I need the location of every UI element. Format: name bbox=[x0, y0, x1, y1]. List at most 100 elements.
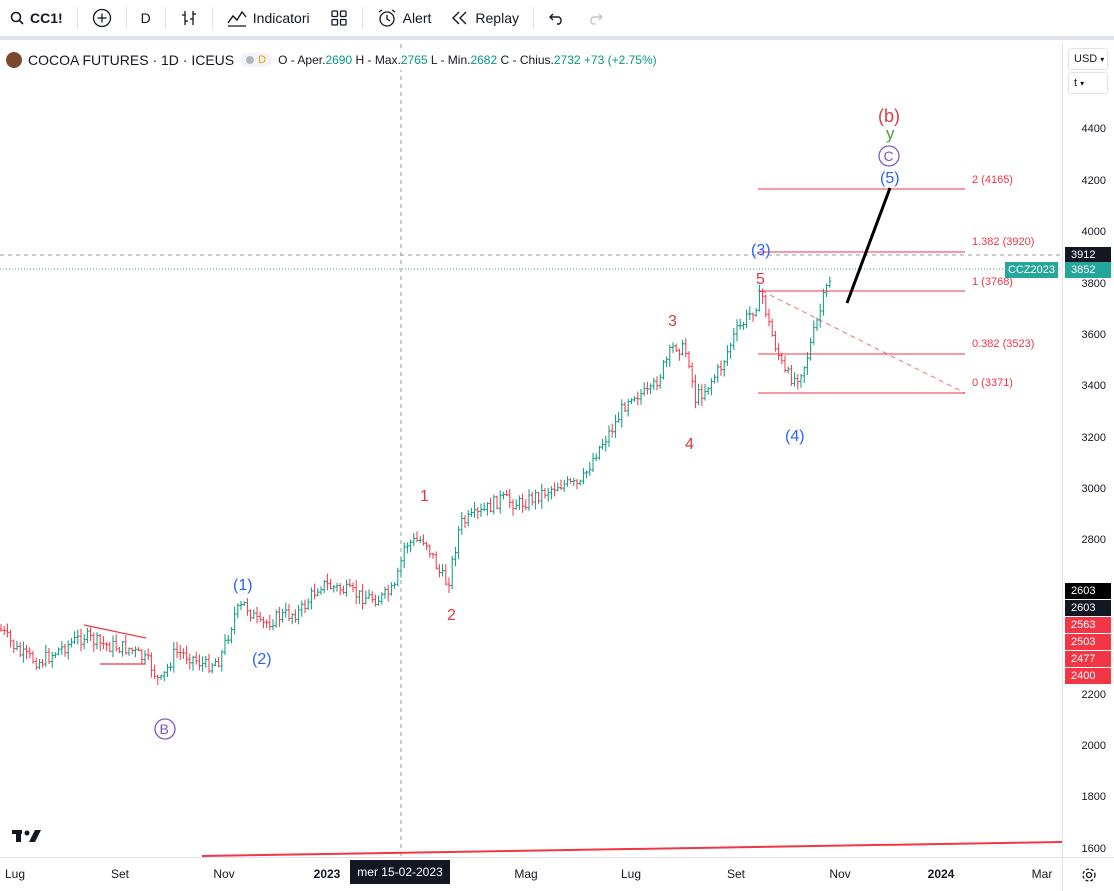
ohlc-bar bbox=[386, 584, 390, 602]
ohlc-bar bbox=[825, 283, 829, 298]
time-axis[interactable]: Lug Set Nov 2023 Mag Lug Set Nov 2024 Mar mer 15-… bbox=[0, 857, 1062, 891]
price-tag: 2400 bbox=[1065, 668, 1111, 684]
fib-extension: 2 (4165) 1.382 (3920) 1 (3768) 0.382 (35… bbox=[758, 174, 1034, 394]
ohlc-bar bbox=[252, 609, 256, 620]
ohlc-bar bbox=[476, 507, 480, 520]
ohlc-bar bbox=[773, 330, 777, 352]
redo-button[interactable] bbox=[576, 0, 614, 36]
ohlc-bar bbox=[591, 452, 595, 472]
ohlc-readout: O - Aper.2690 H - Max.2765 L - Min.2682 … bbox=[278, 53, 657, 67]
ohlc-bar bbox=[463, 515, 467, 529]
ohlc-bar bbox=[178, 644, 182, 661]
ohlc-bar bbox=[300, 600, 304, 617]
ohlc-bar bbox=[818, 303, 822, 328]
ohlc-bar bbox=[57, 647, 61, 656]
price-tick-label: 4000 bbox=[1081, 226, 1106, 238]
ohlc-bar bbox=[303, 599, 307, 614]
ohlc-bar bbox=[108, 641, 112, 653]
ohlc-bar bbox=[444, 564, 448, 586]
ohlc-bar bbox=[258, 611, 262, 623]
ohlc-bar bbox=[322, 580, 326, 594]
ohlc-bar bbox=[524, 499, 528, 511]
time-tick-label: Mag bbox=[514, 867, 538, 881]
ohlc-bar bbox=[607, 425, 611, 447]
ohlc-bar bbox=[498, 490, 502, 514]
ohlc-bar bbox=[412, 533, 416, 547]
wave-label-1-paren: (1) bbox=[233, 577, 253, 594]
interval-button[interactable]: D bbox=[131, 0, 161, 36]
status-dot-icon bbox=[246, 56, 255, 64]
ohlc-bar bbox=[188, 653, 192, 670]
ohlc-bar bbox=[12, 639, 16, 653]
ohlc-bar bbox=[73, 631, 77, 645]
ohlc-bar bbox=[517, 495, 521, 510]
chart-pane[interactable]: 2 (4165) 1.382 (3920) 1 (3768) 0.382 (35… bbox=[0, 44, 1062, 857]
ohlc-bar bbox=[156, 674, 160, 685]
chart-type-button[interactable] bbox=[170, 0, 208, 36]
indicators-button[interactable]: Indicatori bbox=[217, 0, 320, 36]
symbol-search-button[interactable]: CC1! bbox=[0, 0, 73, 36]
scale-mode-label: t bbox=[1074, 77, 1078, 89]
ohlc-bar bbox=[780, 352, 784, 365]
ohlc-bar bbox=[668, 344, 672, 367]
ohlc-bar bbox=[722, 359, 726, 377]
data-status-badge[interactable]: D bbox=[240, 53, 273, 67]
replay-button[interactable]: Replay bbox=[441, 0, 529, 36]
chevron-down-icon: ▾ bbox=[1100, 55, 1105, 64]
ohlc-bar bbox=[405, 542, 409, 554]
ohlc-bar bbox=[508, 489, 512, 509]
currency-selector[interactable]: USD ▾ bbox=[1068, 48, 1108, 70]
ohlc-bar bbox=[693, 374, 697, 409]
ohlc-bar bbox=[706, 387, 710, 395]
long-term-trendline bbox=[201, 841, 1062, 857]
ohlc-bar bbox=[197, 654, 201, 671]
time-tick-label: Nov bbox=[829, 867, 851, 881]
ohlc-bar bbox=[495, 495, 499, 510]
ohlc-bar bbox=[786, 366, 790, 374]
ohlc-bar bbox=[332, 584, 336, 593]
ohlc-bar bbox=[364, 590, 368, 605]
divider bbox=[125, 7, 127, 29]
chart-settings-button[interactable] bbox=[1062, 857, 1114, 891]
ohlc-bar bbox=[415, 531, 419, 543]
divider bbox=[361, 7, 363, 29]
ohlc-bar bbox=[633, 396, 637, 402]
ohlc-bar bbox=[137, 647, 141, 652]
legend-title[interactable]: COCOA FUTURES · 1D · ICEUS bbox=[28, 52, 235, 68]
ohlc-bar bbox=[66, 640, 70, 660]
divider bbox=[211, 7, 213, 29]
layout-templates-button[interactable] bbox=[320, 0, 358, 36]
ohlc-bar bbox=[610, 423, 614, 438]
alert-button[interactable]: Alert bbox=[367, 0, 442, 36]
ohlc-bar bbox=[111, 635, 115, 658]
ohlc-bar bbox=[713, 374, 717, 384]
ohlc-bar bbox=[777, 343, 781, 361]
ohlc-bar bbox=[805, 352, 809, 376]
ohlc-bar bbox=[143, 650, 147, 664]
symbol-label: CC1! bbox=[30, 10, 63, 26]
price-tag: 2477 bbox=[1065, 651, 1111, 667]
ohlc-bar bbox=[117, 646, 121, 654]
ohlc-bar bbox=[556, 482, 560, 492]
ohlc-bar bbox=[409, 539, 413, 553]
ohlc-bar bbox=[325, 573, 329, 591]
ohlc-bar bbox=[671, 342, 675, 354]
ohlc-bar bbox=[239, 600, 243, 610]
ohlc-bar bbox=[652, 377, 656, 390]
ohlc-bar bbox=[453, 546, 457, 567]
undo-button[interactable] bbox=[538, 0, 576, 36]
wave-label-minor-5: 5 bbox=[756, 271, 765, 288]
badge-label: D bbox=[258, 54, 267, 66]
scale-mode-selector[interactable]: t ▾ bbox=[1068, 72, 1108, 94]
high-value: 2765 bbox=[400, 53, 428, 67]
fib-label-1: 1 (3768) bbox=[972, 276, 1013, 288]
ohlc-bar bbox=[597, 445, 601, 460]
compare-button[interactable] bbox=[82, 0, 122, 36]
price-tag: 3852 bbox=[1065, 262, 1111, 278]
ohlc-bar bbox=[130, 647, 134, 654]
price-chart[interactable]: 2 (4165) 1.382 (3920) 1 (3768) 0.382 (35… bbox=[0, 44, 1062, 857]
close-value: 2732 bbox=[553, 53, 581, 67]
price-axis[interactable]: USD ▾ t ▾ 4400 4200 4000 3800 3600 3400 3200 30… bbox=[1062, 44, 1114, 857]
price-tick-label: 3000 bbox=[1081, 483, 1106, 495]
price-tick-label: 2000 bbox=[1081, 740, 1106, 752]
